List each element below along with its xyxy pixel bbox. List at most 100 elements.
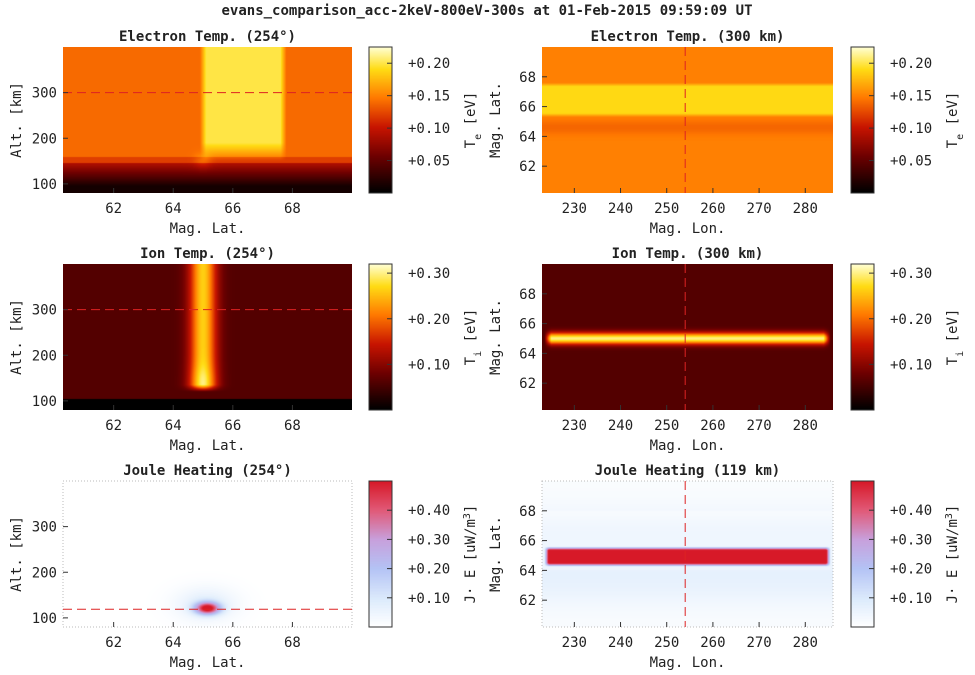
- colorbar-tick-label: +0.40: [408, 503, 450, 519]
- x-tick-label: 250: [654, 418, 679, 434]
- x-tick-label: 62: [105, 418, 122, 434]
- x-tick-label: 64: [165, 635, 182, 651]
- y-tick-label: 300: [32, 86, 57, 102]
- colorbar-tick-label: +0.05: [890, 154, 932, 170]
- x-tick-label: 270: [746, 635, 771, 651]
- x-tick-label: 66: [224, 635, 241, 651]
- colorbar: [851, 47, 874, 193]
- panel-1: Electron Temp. (254°) 62 64 66 68 100 200 300 Ma…: [9, 29, 484, 237]
- x-tick-label: 66: [224, 418, 241, 434]
- x-tick-label: 280: [793, 635, 818, 651]
- y-axis-label: Alt. [km]: [9, 82, 25, 158]
- colorbar-tick-label: +0.20: [890, 312, 932, 328]
- y-tick-label: 300: [32, 520, 57, 536]
- x-tick-label: 240: [608, 201, 633, 217]
- heatmap-image: [542, 481, 833, 627]
- panel-title: Joule Heating (119 km): [595, 463, 780, 479]
- colorbar-tick-label: +0.30: [890, 532, 932, 548]
- x-tick-label: 240: [608, 418, 633, 434]
- y-axis-label: Mag. Lat.: [488, 516, 504, 592]
- heatmap-image: [63, 47, 352, 193]
- x-tick-label: 62: [105, 201, 122, 217]
- plot-frame: [541, 480, 834, 628]
- x-tick-label: 270: [746, 418, 771, 434]
- colorbar-frame: [368, 480, 393, 628]
- y-tick-label: 100: [32, 611, 57, 627]
- y-tick-label: 66: [519, 317, 536, 333]
- colorbar: [369, 264, 392, 410]
- heatmap-image: [542, 47, 833, 193]
- x-tick-label: 260: [700, 635, 725, 651]
- y-tick-label: 100: [32, 394, 57, 410]
- colorbar-tick-label: +0.15: [408, 89, 450, 105]
- colorbar-tick-label: +0.30: [408, 266, 450, 282]
- panel-6: Joule Heating (119 km) 230 240 250 260 270 280…: [488, 463, 961, 671]
- y-tick-label: 68: [519, 287, 536, 303]
- y-tick-label: 68: [519, 504, 536, 520]
- colorbar-tick-label: +0.20: [408, 56, 450, 72]
- x-tick-label: 250: [654, 201, 679, 217]
- colorbar-tick-label: +0.10: [408, 357, 450, 373]
- x-axis-label: Mag. Lat.: [170, 438, 246, 454]
- colorbar-label: Te [eV]: [945, 92, 966, 149]
- x-tick-label: 230: [562, 418, 587, 434]
- panel-title: Ion Temp. (254°): [140, 246, 275, 262]
- colorbar-label: Te [eV]: [463, 92, 484, 149]
- x-tick-label: 260: [700, 418, 725, 434]
- y-axis-label: Alt. [km]: [9, 299, 25, 375]
- y-tick-label: 300: [32, 303, 57, 319]
- colorbar-tick-label: +0.20: [890, 56, 932, 72]
- colorbar-tick-label: +0.20: [408, 562, 450, 578]
- heatmap-image: [63, 264, 352, 410]
- x-tick-label: 64: [165, 418, 182, 434]
- x-axis-label: Mag. Lat.: [170, 655, 246, 671]
- colorbar-tick-label: +0.30: [408, 532, 450, 548]
- x-axis-label: Mag. Lon.: [650, 221, 726, 237]
- y-tick-label: 68: [519, 70, 536, 86]
- x-axis-label: Mag. Lon.: [650, 655, 726, 671]
- panel-title: Joule Heating (254°): [123, 463, 292, 479]
- x-tick-label: 68: [284, 201, 301, 217]
- colorbar-frame: [850, 263, 875, 411]
- colorbar-tick-label: +0.15: [890, 89, 932, 105]
- y-tick-label: 100: [32, 177, 57, 193]
- colorbar-tick-label: +0.05: [408, 154, 450, 170]
- x-tick-label: 280: [793, 418, 818, 434]
- y-axis-label: Mag. Lat.: [488, 82, 504, 158]
- colorbar-tick-label: +0.10: [890, 357, 932, 373]
- panel-title: Electron Temp. (254°): [119, 29, 296, 45]
- x-tick-label: 230: [562, 635, 587, 651]
- plot-frame: [62, 480, 353, 628]
- y-axis-label: Mag. Lat.: [488, 299, 504, 375]
- colorbar-tick-label: +0.10: [408, 121, 450, 137]
- y-tick-label: 66: [519, 534, 536, 550]
- x-tick-label: 68: [284, 635, 301, 651]
- colorbar: [369, 47, 392, 193]
- heatmap-image: [63, 481, 352, 627]
- y-tick-label: 62: [519, 159, 536, 175]
- y-tick-label: 200: [32, 565, 57, 581]
- colorbar-tick-label: +0.30: [890, 266, 932, 282]
- y-tick-label: 200: [32, 348, 57, 364]
- x-tick-label: 240: [608, 635, 633, 651]
- x-tick-label: 66: [224, 201, 241, 217]
- colorbar-frame: [368, 46, 393, 194]
- figure-title: evans_comparison_acc-2keV-800eV-300s at …: [221, 3, 752, 19]
- y-tick-label: 66: [519, 100, 536, 116]
- x-tick-label: 280: [793, 201, 818, 217]
- panel-title: Ion Temp. (300 km): [612, 246, 764, 262]
- colorbar-frame: [850, 46, 875, 194]
- y-axis-label: Alt. [km]: [9, 516, 25, 592]
- x-axis-label: Mag. Lon.: [650, 438, 726, 454]
- colorbar-tick-label: +0.20: [890, 562, 932, 578]
- x-tick-label: 230: [562, 201, 587, 217]
- x-tick-label: 68: [284, 418, 301, 434]
- colorbar-label: J· E [uW/m3]: [944, 505, 962, 604]
- colorbar-frame: [850, 480, 875, 628]
- panel-4: Ion Temp. (300 km) 230 240 250 260 270 280 62 64…: [488, 246, 966, 454]
- y-tick-label: 200: [32, 131, 57, 147]
- panel-5: Joule Heating (254°) 62 64 66 68 100 200 300 Mag…: [9, 463, 479, 671]
- heatmap-image: [542, 264, 833, 410]
- colorbar-frame: [368, 263, 393, 411]
